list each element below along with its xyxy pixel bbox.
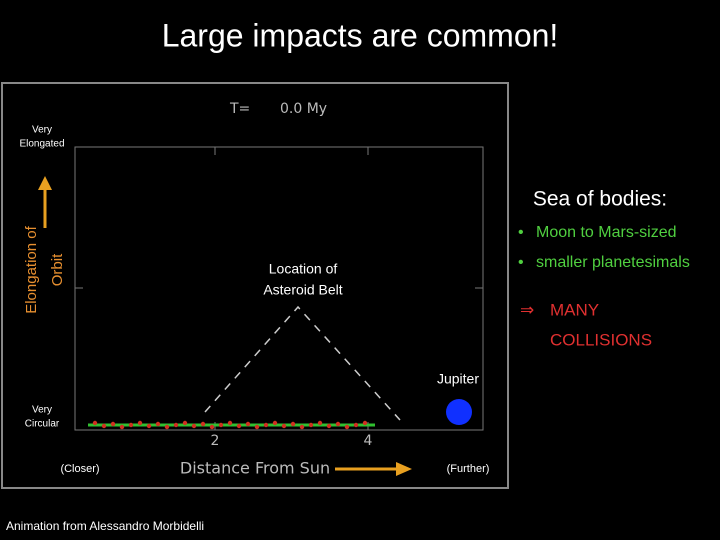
planet-label: Jupiter — [437, 371, 479, 387]
body-dot — [326, 423, 332, 429]
annotation: Location of — [269, 261, 338, 277]
body-dot — [344, 424, 350, 430]
bullet-marker: • — [518, 224, 524, 241]
body-dot — [254, 424, 260, 430]
body-dot — [173, 422, 179, 428]
body-dot — [308, 422, 314, 428]
side-heading: Sea of bodies: — [533, 188, 667, 211]
resonance-curve — [204, 305, 401, 421]
time-value: 0.0 My — [280, 101, 327, 117]
title: Large impacts are common! — [162, 17, 559, 53]
implies-arrow: ⇒ — [520, 300, 534, 319]
body-dot — [299, 424, 305, 430]
y-axis-label: Elongation of — [23, 225, 40, 313]
conclusion: COLLISIONS — [550, 330, 652, 349]
body-dot — [272, 420, 278, 426]
jupiter — [446, 399, 472, 425]
plot-axes — [74, 146, 484, 431]
animation-frame — [1, 82, 509, 489]
bullet-marker: • — [518, 254, 524, 271]
x-tick-label: 4 — [364, 433, 373, 449]
x-left-label: (Closer) — [60, 463, 99, 475]
y-top-label: Very — [32, 125, 52, 136]
body-dot — [245, 421, 251, 427]
bullet: Moon to Mars-sized — [536, 224, 677, 241]
y-axis-label: Orbit — [49, 253, 66, 286]
body-dot — [110, 421, 116, 427]
credit: Animation from Alessandro Morbidelli — [6, 519, 204, 533]
bullet: smaller planetesimals — [536, 254, 690, 271]
body-dot — [119, 424, 125, 430]
body-dot — [362, 420, 368, 426]
body-dot — [200, 421, 206, 427]
body-dot — [128, 422, 134, 428]
body-dot — [335, 421, 341, 427]
body-dot — [281, 423, 287, 429]
conclusion: MANY — [550, 300, 599, 319]
body-dot — [209, 424, 215, 430]
y-bottom-label: Very — [32, 405, 52, 416]
body-dot — [218, 422, 224, 428]
x-tick-label: 2 — [211, 433, 220, 449]
body-dot — [290, 421, 296, 427]
body-dot — [92, 420, 98, 426]
body-dot — [146, 423, 152, 429]
arrows — [38, 176, 412, 476]
bodies — [92, 420, 368, 430]
body-dot — [182, 420, 188, 426]
time-label: T= — [229, 101, 250, 117]
body-dot — [191, 423, 197, 429]
body-dot — [317, 420, 323, 426]
x-axis-label: Distance From Sun — [180, 459, 330, 478]
body-dot — [236, 423, 242, 429]
y-bottom-label: Circular — [25, 419, 60, 430]
body-dot — [263, 422, 269, 428]
y-top-label: Elongated — [19, 139, 64, 150]
body-dot — [101, 423, 107, 429]
body-dot — [164, 424, 170, 430]
body-dot — [155, 421, 161, 427]
annotation: Asteroid Belt — [263, 282, 342, 298]
x-right-label: (Further) — [447, 463, 490, 475]
body-dot — [227, 420, 233, 426]
body-dot — [137, 420, 143, 426]
body-dot — [353, 422, 359, 428]
